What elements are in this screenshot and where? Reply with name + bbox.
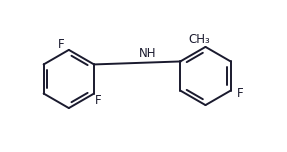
Text: F: F — [58, 38, 64, 52]
Text: NH: NH — [139, 47, 156, 60]
Text: F: F — [237, 87, 244, 100]
Text: F: F — [95, 94, 101, 107]
Text: CH₃: CH₃ — [189, 33, 210, 46]
